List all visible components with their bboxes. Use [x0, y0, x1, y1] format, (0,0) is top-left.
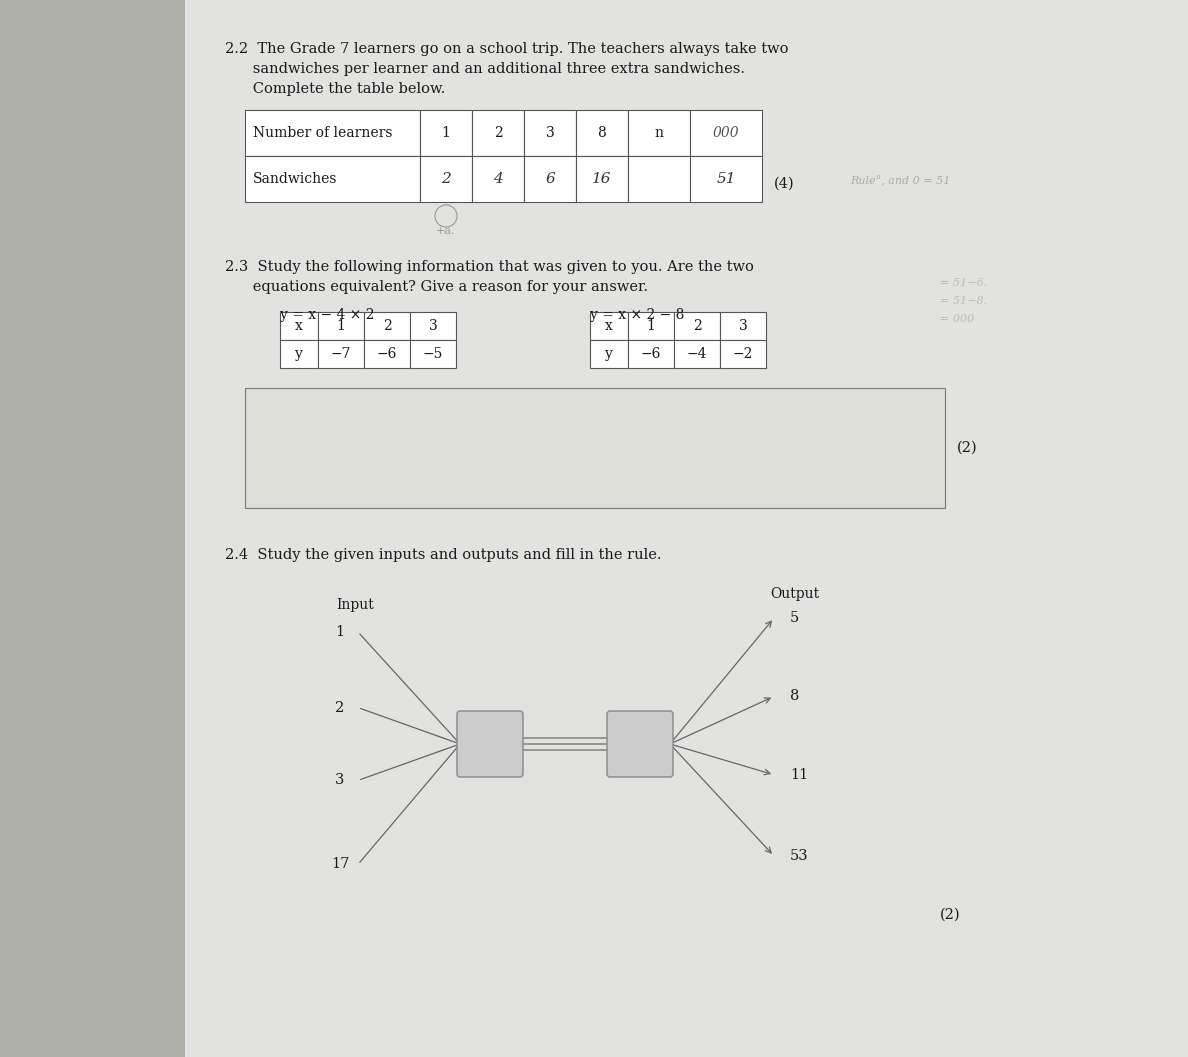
Bar [421, 156, 472, 202]
Text: 5: 5 [790, 611, 800, 625]
Text: = 51−8.: = 51−8. [940, 296, 987, 305]
Text: Number of learners: Number of learners [253, 126, 392, 140]
Text: −2: −2 [733, 347, 753, 361]
Text: Input: Input [336, 598, 374, 612]
Bar [524, 110, 576, 156]
Text: 16: 16 [593, 172, 612, 186]
Bar [364, 312, 410, 340]
Text: 2: 2 [494, 126, 503, 140]
Text: 17: 17 [330, 857, 349, 871]
Text: Sandwiches: Sandwiches [253, 172, 337, 186]
Text: 2: 2 [335, 701, 345, 715]
Bar [628, 340, 674, 368]
Text: 8: 8 [598, 126, 606, 140]
Text: −5: −5 [423, 347, 443, 361]
Bar [421, 110, 472, 156]
Text: 6: 6 [545, 172, 555, 186]
Bar [364, 340, 410, 368]
Text: 8: 8 [790, 689, 800, 703]
Text: 000: 000 [713, 126, 739, 140]
Text: Complete the table below.: Complete the table below. [225, 82, 446, 96]
Bar [628, 110, 690, 156]
Bar [674, 312, 720, 340]
Bar [0, 0, 185, 1057]
Bar [280, 340, 318, 368]
Text: +a.: +a. [436, 226, 456, 236]
Text: (2): (2) [940, 908, 961, 922]
Bar [690, 110, 762, 156]
Bar [245, 388, 944, 508]
Text: y: y [295, 347, 303, 361]
Text: 3: 3 [429, 319, 437, 333]
Bar [590, 340, 628, 368]
Bar [576, 156, 628, 202]
Text: 1: 1 [646, 319, 656, 333]
Bar [472, 110, 524, 156]
Text: (4): (4) [775, 177, 795, 191]
Text: 4: 4 [493, 172, 503, 186]
Text: −6: −6 [377, 347, 397, 361]
Text: 3: 3 [545, 126, 555, 140]
Text: 51: 51 [716, 172, 735, 186]
FancyBboxPatch shape [607, 711, 672, 777]
Bar [720, 340, 766, 368]
Bar [318, 312, 364, 340]
Text: = 000: = 000 [940, 314, 974, 324]
Bar [524, 156, 576, 202]
FancyBboxPatch shape [457, 711, 523, 777]
Bar [720, 312, 766, 340]
Text: n: n [655, 126, 664, 140]
Text: y = x − 4 × 2: y = x − 4 × 2 [280, 308, 374, 322]
Text: Rule°, and 0 = 51: Rule°, and 0 = 51 [849, 177, 950, 187]
Text: equations equivalent? Give a reason for your answer.: equations equivalent? Give a reason for … [225, 280, 647, 294]
Text: 1: 1 [442, 126, 450, 140]
Text: y: y [605, 347, 613, 361]
Bar [410, 340, 456, 368]
Bar [245, 156, 421, 202]
Text: 2: 2 [383, 319, 391, 333]
Bar [185, 0, 1188, 1057]
Bar [576, 110, 628, 156]
Text: −6: −6 [640, 347, 662, 361]
Text: 2.4  Study the given inputs and outputs and fill in the rule.: 2.4 Study the given inputs and outputs a… [225, 548, 662, 562]
Text: = 51−6.: = 51−6. [940, 278, 987, 288]
Bar [410, 312, 456, 340]
Bar [674, 340, 720, 368]
Text: Output: Output [770, 588, 819, 601]
Text: −4: −4 [687, 347, 707, 361]
Bar [280, 312, 318, 340]
Text: 1: 1 [335, 625, 345, 639]
Text: x: x [295, 319, 303, 333]
Bar [590, 312, 628, 340]
Text: 3: 3 [739, 319, 747, 333]
Text: 2: 2 [693, 319, 701, 333]
Text: 53: 53 [790, 849, 809, 863]
Text: −7: −7 [330, 347, 352, 361]
Text: y = x × 2 − 8: y = x × 2 − 8 [590, 308, 684, 322]
Bar [472, 156, 524, 202]
Text: 1: 1 [336, 319, 346, 333]
Text: x: x [605, 319, 613, 333]
Text: sandwiches per learner and an additional three extra sandwiches.: sandwiches per learner and an additional… [225, 62, 745, 76]
Bar [245, 110, 421, 156]
Bar [628, 312, 674, 340]
Text: 3: 3 [335, 774, 345, 787]
Bar [628, 156, 690, 202]
Text: 2.2  The Grade 7 learners go on a school trip. The teachers always take two: 2.2 The Grade 7 learners go on a school … [225, 42, 789, 56]
Bar [690, 156, 762, 202]
Text: (2): (2) [958, 441, 978, 455]
Text: 2.3  Study the following information that was given to you. Are the two: 2.3 Study the following information that… [225, 260, 754, 274]
Text: 11: 11 [790, 767, 808, 782]
Bar [318, 340, 364, 368]
Text: 2: 2 [441, 172, 451, 186]
